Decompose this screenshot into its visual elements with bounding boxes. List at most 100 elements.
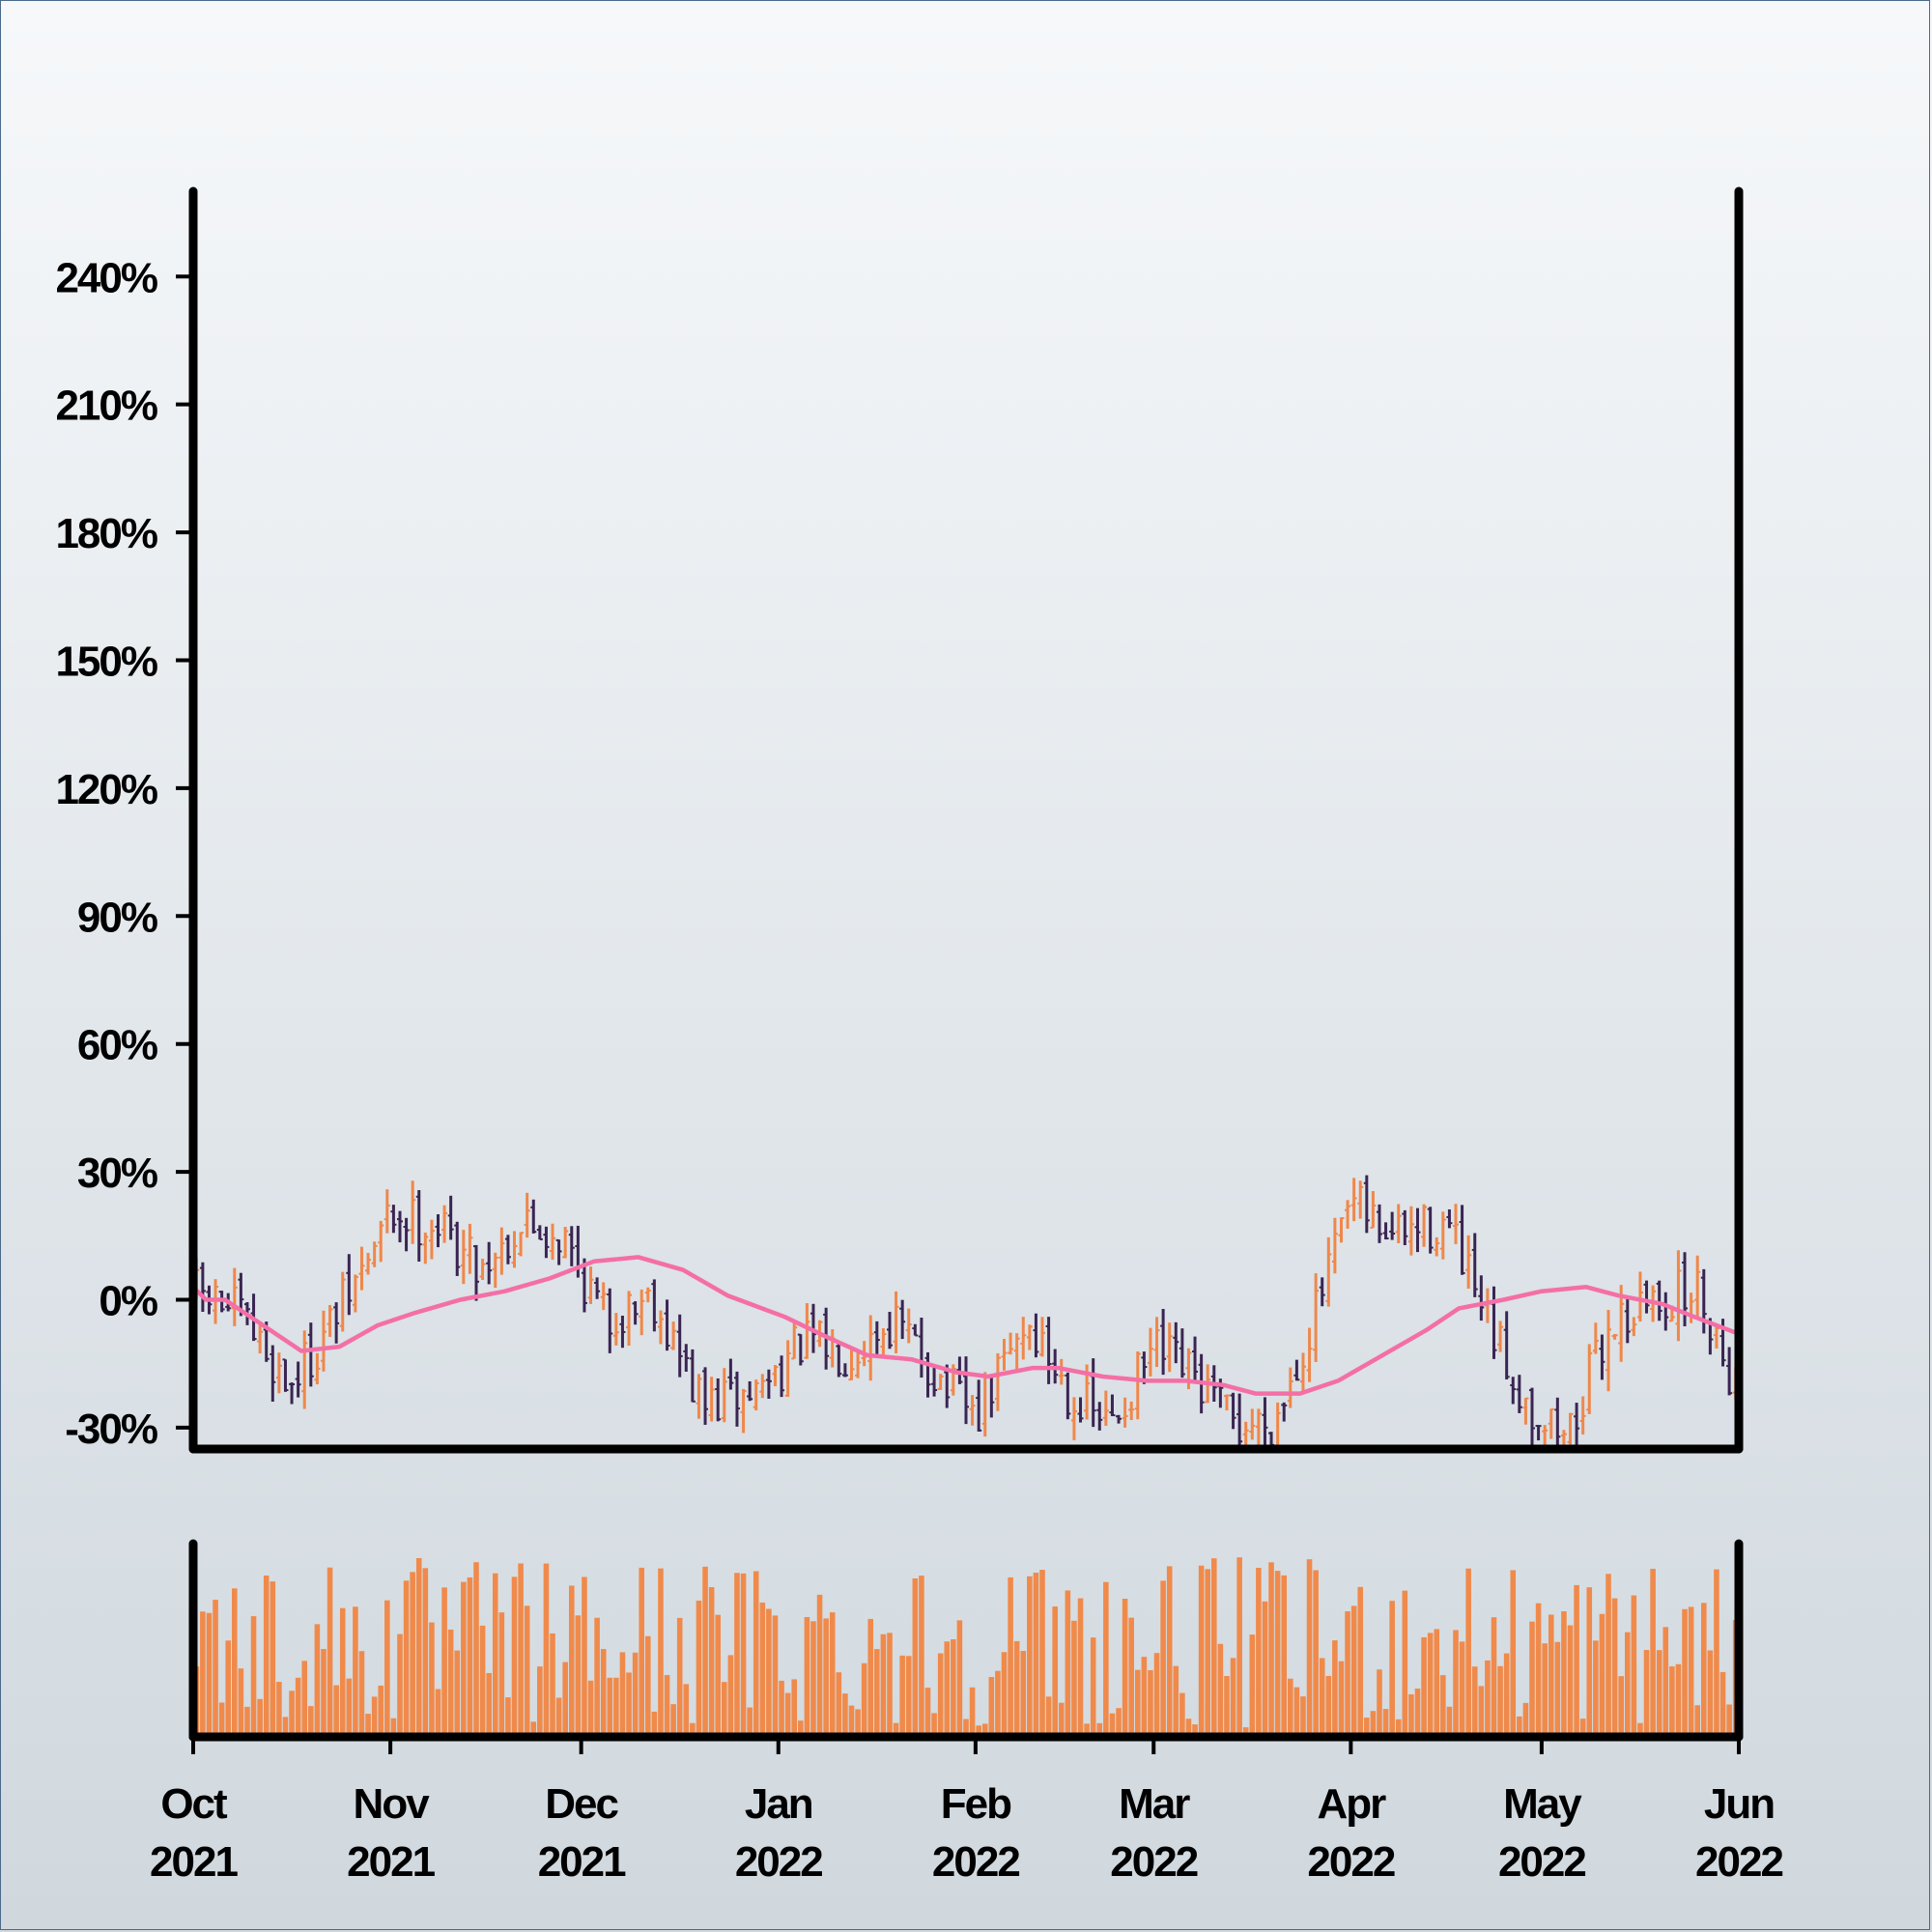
volume-bar — [537, 1666, 543, 1737]
ohlc-bar — [333, 1302, 340, 1344]
volume-bar — [1033, 1573, 1039, 1737]
ohlc-bar — [791, 1321, 798, 1360]
volume-bar — [874, 1649, 880, 1737]
volume-bar — [651, 1711, 658, 1737]
ohlc-bar — [1147, 1327, 1153, 1377]
volume-bar — [1675, 1663, 1682, 1737]
volume-bar — [289, 1690, 295, 1737]
ohlc-bar — [1465, 1235, 1472, 1290]
ohlc-bar — [765, 1369, 772, 1399]
ohlc-bar — [314, 1352, 321, 1385]
volume-bar — [784, 1692, 791, 1737]
ohlc-bar — [1192, 1336, 1199, 1384]
ohlc-bar — [524, 1192, 530, 1238]
ohlc-bar — [1370, 1191, 1377, 1229]
volume-bar — [301, 1661, 308, 1737]
ohlc-bar — [1624, 1298, 1631, 1344]
ohlc-bar — [626, 1291, 633, 1347]
volume-bar — [791, 1679, 798, 1737]
volume-bar — [919, 1576, 924, 1737]
ohlc-bar — [1700, 1268, 1707, 1334]
volume-bar — [1548, 1614, 1554, 1737]
ohlc-bar — [486, 1241, 493, 1285]
volume-bar — [1554, 1641, 1561, 1737]
volume-bar — [1650, 1569, 1656, 1737]
volume-bar — [435, 1689, 441, 1737]
volume-bar — [1128, 1617, 1134, 1737]
volume-bar — [1077, 1598, 1084, 1737]
ohlc-bar — [352, 1274, 358, 1313]
volume-bar — [1338, 1661, 1345, 1737]
volume-bar — [759, 1602, 766, 1737]
volume-bar — [467, 1577, 473, 1737]
volume-bar — [1020, 1650, 1027, 1737]
volume-bar — [1719, 1671, 1726, 1737]
ohlc-bar — [772, 1365, 779, 1387]
volume-bar — [1682, 1608, 1688, 1737]
moving-average-layer — [190, 1255, 1742, 1396]
ohlc-bar — [612, 1313, 619, 1346]
volume-bar — [1605, 1574, 1611, 1737]
ohlc-bar — [384, 1189, 390, 1234]
volume-bar — [390, 1718, 397, 1737]
volume-bar — [619, 1652, 626, 1737]
ohlc-bar — [779, 1355, 785, 1398]
ohlc-bar — [1446, 1208, 1453, 1229]
ohlc-bar — [460, 1230, 467, 1285]
ohlc-bar — [390, 1205, 397, 1234]
volume-bar — [639, 1567, 644, 1737]
volume-bar — [1306, 1559, 1313, 1737]
volume-bar — [829, 1612, 836, 1737]
volume-bar — [912, 1577, 919, 1737]
ohlc-bar — [1331, 1217, 1338, 1274]
ohlc-bar — [1134, 1351, 1141, 1420]
volume-bar — [358, 1651, 365, 1737]
volume-bar — [1624, 1632, 1631, 1737]
volume-bar — [1084, 1723, 1090, 1737]
volume-bar — [263, 1575, 270, 1737]
volume-bar — [1542, 1643, 1548, 1737]
ohlc-bar — [594, 1277, 601, 1299]
ohlc-bar — [1077, 1397, 1084, 1423]
ohlc-bar — [963, 1356, 969, 1425]
ohlc-bar — [1319, 1277, 1325, 1307]
volume-bar — [1242, 1727, 1249, 1737]
ohlc-bar — [403, 1217, 410, 1252]
ohlc-bar — [696, 1374, 702, 1419]
x-tick-month: Jun — [1704, 1780, 1774, 1828]
volume-bar — [772, 1615, 779, 1737]
ohlc-bar — [378, 1220, 384, 1263]
axes — [188, 186, 1744, 1742]
volume-bar — [1529, 1621, 1535, 1737]
ohlc-bar — [981, 1372, 988, 1437]
volume-bar — [867, 1618, 874, 1737]
volume-bar — [1421, 1636, 1427, 1737]
ohlc-bar — [498, 1227, 505, 1275]
volume-bar — [321, 1649, 327, 1737]
volume-bar — [339, 1607, 346, 1737]
volume-bar — [1465, 1568, 1471, 1737]
volume-bar — [1217, 1643, 1224, 1737]
ohlc-bar — [740, 1388, 747, 1434]
ohlc-bar — [1382, 1222, 1389, 1240]
volume-bar — [1173, 1665, 1179, 1737]
volume-bar — [969, 1687, 976, 1737]
ohlc-bar — [1039, 1317, 1046, 1357]
ohlc-bar — [759, 1374, 766, 1399]
ohlc-bar — [550, 1223, 556, 1261]
volume-bar — [931, 1713, 937, 1737]
volume-bar — [727, 1655, 734, 1737]
ohlc-bar — [1122, 1397, 1128, 1428]
volume-bar — [454, 1650, 461, 1737]
ohlc-bar — [1008, 1332, 1014, 1355]
ohlc-bar — [651, 1279, 658, 1332]
volume-bar — [1148, 1669, 1153, 1737]
ohlc-bar — [543, 1226, 550, 1259]
volume-bar — [1230, 1658, 1236, 1737]
ohlc-bar — [1478, 1275, 1485, 1321]
ohlc-bar — [358, 1246, 365, 1291]
volume-bar — [1440, 1675, 1446, 1737]
volume-bar — [524, 1605, 530, 1737]
volume-bar — [690, 1722, 696, 1737]
